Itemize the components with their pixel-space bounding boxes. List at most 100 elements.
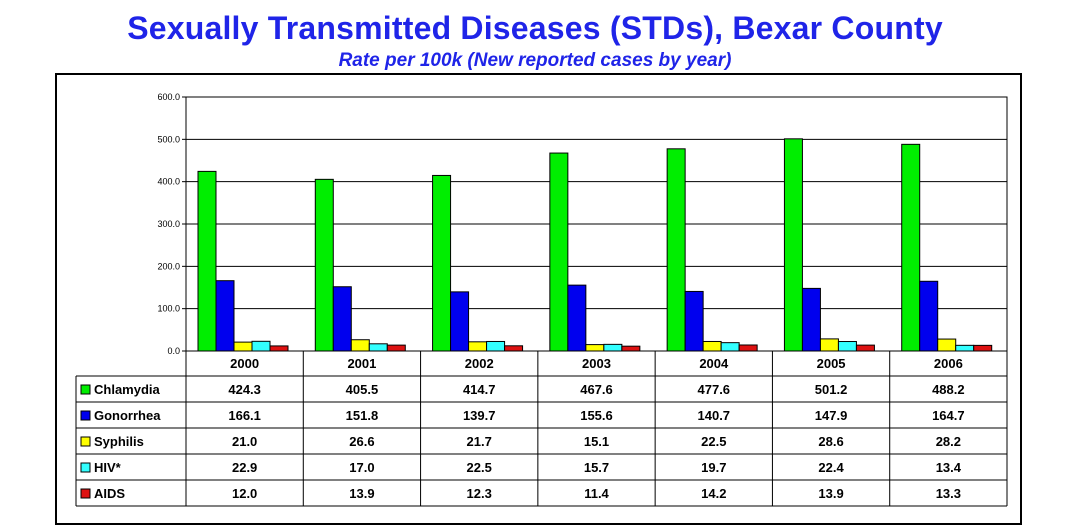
bar-chlamydia-2006	[901, 143, 921, 352]
data-label: 488.2	[932, 382, 965, 397]
data-label: 28.6	[818, 434, 843, 449]
bar-aids-2006	[973, 344, 993, 352]
gridlines	[185, 96, 1008, 352]
bar-hiv-2006	[955, 344, 975, 352]
x-tick-label: 2003	[582, 356, 611, 371]
bar-gonorrhea-2003	[567, 284, 587, 352]
data-label: 21.7	[467, 434, 492, 449]
chart-subtitle: Rate per 100k (New reported cases by yea…	[338, 50, 732, 71]
y-tick-label: 200.0	[157, 261, 180, 271]
bar-chlamydia-2002	[432, 174, 452, 352]
y-tick-label: 0.0	[167, 346, 180, 356]
bar-hiv-2002	[486, 340, 506, 352]
data-label: 151.8	[346, 408, 379, 423]
data-label: 22.5	[701, 434, 726, 449]
legend-label-gonorrhea: Gonorrhea	[94, 408, 161, 423]
data-label: 22.4	[818, 460, 844, 475]
bar-gonorrhea-2004	[684, 290, 704, 352]
bar-chlamydia-2004	[666, 148, 686, 352]
x-tick-label: 2001	[347, 356, 376, 371]
data-label: 21.0	[232, 434, 257, 449]
bar-gonorrhea-2000	[215, 280, 235, 352]
bar-hiv-2004	[720, 342, 740, 352]
bar-hiv-2005	[837, 341, 857, 352]
bar-syphilis-2004	[702, 340, 722, 352]
bar-hiv-2000	[251, 340, 271, 352]
data-label: 155.6	[580, 408, 613, 423]
data-label: 28.2	[936, 434, 961, 449]
y-tick-label: 400.0	[157, 177, 180, 187]
data-label: 166.1	[228, 408, 261, 423]
x-tick-label: 2000	[230, 356, 259, 371]
bar-chlamydia-2000	[197, 170, 217, 352]
bar-syphilis-2006	[937, 338, 957, 352]
data-label: 26.6	[349, 434, 374, 449]
x-tick-label: 2002	[465, 356, 494, 371]
data-label: 405.5	[346, 382, 379, 397]
bar-hiv-2003	[603, 343, 623, 352]
legend-key-aids	[80, 488, 91, 499]
bar-chlamydia-2003	[549, 152, 569, 352]
chart-title: Sexually Transmitted Diseases (STDs), Be…	[127, 10, 943, 46]
bar-syphilis-2005	[819, 338, 839, 352]
legend-key-gonorrhea	[80, 410, 91, 421]
bar-hiv-2001	[368, 343, 388, 352]
data-label: 15.1	[584, 434, 609, 449]
data-label: 17.0	[349, 460, 374, 475]
legend-label-syphilis: Syphilis	[94, 434, 144, 449]
y-tick-label: 100.0	[157, 304, 180, 314]
bar-aids-2002	[504, 345, 524, 352]
data-label: 22.5	[467, 460, 492, 475]
data-label: 11.4	[584, 486, 609, 501]
legend-label-chlamydia: Chlamydia	[94, 382, 161, 397]
x-tick-label: 2004	[699, 356, 729, 371]
bar-gonorrhea-2001	[332, 286, 352, 352]
bar-gonorrhea-2005	[801, 287, 821, 352]
bar-syphilis-2003	[585, 344, 605, 352]
data-label: 19.7	[701, 460, 726, 475]
data-label: 147.9	[815, 408, 848, 423]
y-tick-label: 300.0	[157, 219, 180, 229]
data-table: 2000 2001 2002 2003 2004 2005 2006 Chlamydia 424…	[75, 350, 1008, 507]
bar-syphilis-2001	[350, 339, 370, 352]
x-tick-label: 2005	[817, 356, 846, 371]
bars	[197, 138, 993, 352]
bar-syphilis-2002	[468, 341, 488, 352]
bar-aids-2003	[621, 345, 641, 352]
bar-chlamydia-2005	[783, 138, 803, 352]
legend-key-hiv	[80, 462, 91, 473]
data-label: 467.6	[580, 382, 613, 397]
bar-aids-2004	[738, 344, 758, 352]
data-label: 477.6	[698, 382, 731, 397]
data-label: 140.7	[698, 408, 731, 423]
bar-aids-2005	[855, 344, 875, 352]
y-tick-label: 500.0	[157, 134, 180, 144]
bar-gonorrhea-2006	[919, 280, 939, 352]
data-label: 414.7	[463, 382, 496, 397]
data-label: 13.9	[349, 486, 374, 501]
legend-key-syphilis	[80, 436, 91, 447]
y-tick-label: 600.0	[157, 92, 180, 102]
data-label: 13.9	[818, 486, 843, 501]
data-label: 164.7	[932, 408, 965, 423]
x-tick-label: 2006	[934, 356, 963, 371]
bar-chlamydia-2001	[314, 178, 334, 352]
data-label: 501.2	[815, 382, 848, 397]
axes: 0.0 100.0 200.0 300.0 400.0 500.0 600.0	[157, 92, 187, 356]
data-label: 13.3	[936, 486, 961, 501]
data-label: 12.3	[467, 486, 492, 501]
bar-aids-2001	[386, 344, 406, 352]
legend-label-hiv: HIV*	[94, 460, 122, 475]
bar-syphilis-2000	[233, 341, 253, 352]
data-label: 139.7	[463, 408, 496, 423]
data-label: 424.3	[228, 382, 261, 397]
legend-label-aids: AIDS	[94, 486, 125, 501]
data-label: 12.0	[232, 486, 257, 501]
data-label: 22.9	[232, 460, 257, 475]
data-label: 15.7	[584, 460, 609, 475]
bar-gonorrhea-2002	[450, 291, 470, 352]
bar-aids-2000	[269, 345, 289, 352]
data-label: 13.4	[936, 460, 962, 475]
data-label: 14.2	[701, 486, 726, 501]
